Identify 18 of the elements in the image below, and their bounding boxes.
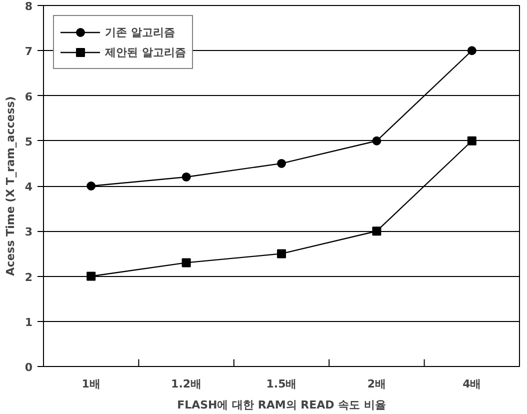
y-tick-label: 4	[24, 180, 33, 194]
x-tick-label: 4배	[462, 378, 482, 390]
y-tick-label: 3	[24, 226, 32, 239]
legend-label: 제안된 알고리즘	[105, 44, 186, 60]
y-tick-label: 6	[24, 90, 33, 104]
y-tick-label: 0	[24, 361, 33, 374]
x-axis-title: FLASH에 대한 RAM의 READ 속도 비율	[177, 398, 386, 412]
y-tick-label: 5	[24, 135, 32, 148]
x-tick-label: 1배	[82, 378, 100, 390]
x-tick-label: 1.5배	[266, 378, 297, 390]
x-tick-label: 2배	[367, 378, 386, 390]
x-tick-label: 1.2배	[171, 378, 202, 390]
legend-label: 기존 알고리즘	[105, 24, 175, 40]
y-tick-label: 8	[24, 0, 32, 13]
y-tick-label: 2	[24, 270, 32, 284]
y-tick-label: 1	[24, 316, 32, 329]
y-axis-title: Acess Time (X T_ram_access)	[4, 96, 17, 276]
y-tick-label: 7	[24, 45, 32, 58]
